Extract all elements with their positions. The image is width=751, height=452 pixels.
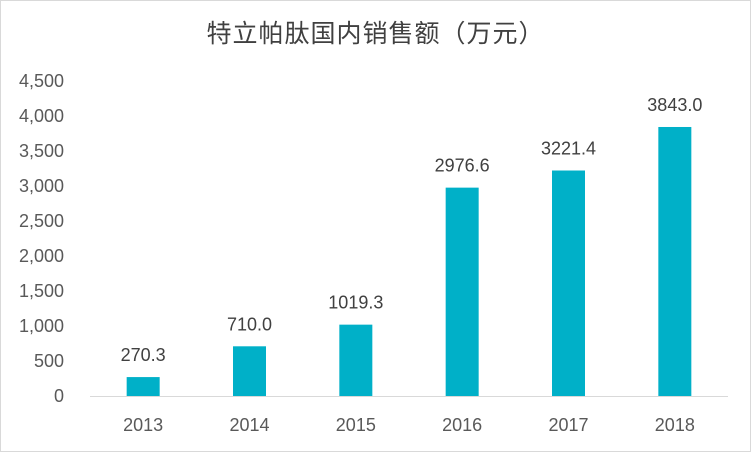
data-label: 1019.3 <box>328 293 383 313</box>
x-tick-label: 2013 <box>123 415 163 435</box>
data-label: 3221.4 <box>541 139 596 159</box>
bar <box>233 346 266 396</box>
bar-series <box>126 126 692 397</box>
bar <box>445 187 479 396</box>
y-tick-label: 2,500 <box>19 211 64 231</box>
y-axis: 0 500 1,000 1,500 2,000 2,500 3,000 3,500 4,000 4… <box>19 71 64 406</box>
bar <box>552 170 585 396</box>
bar <box>126 377 160 396</box>
x-tick-label: 2018 <box>655 415 695 435</box>
data-label: 710.0 <box>227 314 272 334</box>
data-label: 2976.6 <box>435 156 490 176</box>
y-tick-label: 4,500 <box>19 71 64 91</box>
y-tick-label: 0 <box>54 386 64 406</box>
y-tick-label: 1,000 <box>19 316 64 336</box>
data-label: 270.3 <box>121 345 166 365</box>
x-tick-label: 2014 <box>229 415 269 435</box>
chart-title: 特立帕肽国内销售额（万元） <box>206 19 545 48</box>
bar <box>339 324 373 396</box>
x-tick-label: 2017 <box>548 415 588 435</box>
data-label: 3843.0 <box>647 95 702 115</box>
data-labels: 270.3 710.0 1019.3 2976.6 3221.4 3843.0 <box>121 95 703 365</box>
bar <box>658 126 692 397</box>
y-tick-label: 500 <box>34 351 64 371</box>
y-tick-label: 3,000 <box>19 176 64 196</box>
y-tick-label: 3,500 <box>19 141 64 161</box>
y-tick-label: 1,500 <box>19 281 64 301</box>
x-tick-label: 2015 <box>336 415 376 435</box>
x-axis: 2013 2014 2015 2016 2017 2018 <box>90 396 728 435</box>
x-tick-label: 2016 <box>442 415 482 435</box>
y-tick-label: 2,000 <box>19 246 64 266</box>
y-tick-label: 4,000 <box>19 106 64 126</box>
